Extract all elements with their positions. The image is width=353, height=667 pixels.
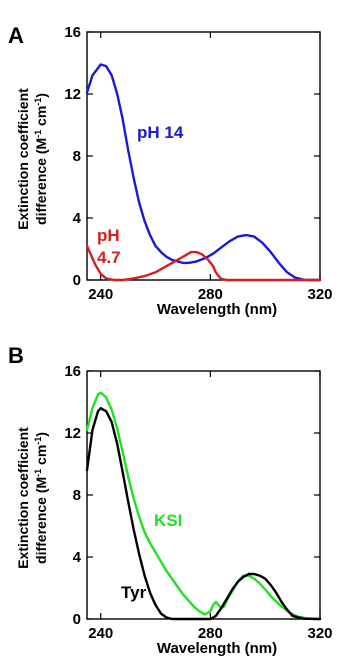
- panel-a-y-axis-title: Extinction coefficient difference (M-1 c…: [15, 88, 49, 230]
- panel-b-y-title-line2: difference (M-1 cm-1): [33, 432, 49, 564]
- series-label-ph47-line1: pH: [97, 226, 120, 245]
- panel-a-x-tick-label: 240: [88, 286, 113, 303]
- panel-b-y-tick-label: 8: [73, 487, 81, 504]
- panel-a: A 240 280 320 0 4 8 12 16 Wavelength (nm) Extin…: [8, 23, 333, 318]
- panel-b-x-tick-label: 240: [88, 625, 113, 642]
- panel-a-plot-frame: [86, 31, 321, 281]
- panel-b: B 240 280 320 0 4 8 12 16 Wavelength (nm) Extin…: [8, 343, 333, 657]
- panel-b-series-line-ksi: [85, 391, 322, 621]
- panel-b-ticks: 240 280 320 0 4 8 12 16: [64, 363, 332, 642]
- series-label-ph14: pH 14: [137, 123, 184, 142]
- series-label-ksi: KSI: [154, 511, 182, 530]
- panel-b-y-tick-label: 4: [73, 549, 82, 566]
- panel-b-x-tick-label: 280: [198, 625, 223, 642]
- panel-a-x-axis-title: Wavelength (nm): [157, 301, 277, 318]
- series-label-ph47-line2: 4.7: [97, 248, 121, 267]
- panel-a-y-tick-label: 12: [64, 86, 81, 103]
- panel-b-y-tick-label: 0: [73, 611, 81, 628]
- panel-a-y-tick-label: 4: [73, 210, 82, 227]
- panel-b-series-line-tyr: [85, 407, 322, 621]
- panel-b-x-tick-label: 320: [307, 625, 332, 642]
- panel-b-y-axis-title: Extinction coefficient difference (M-1 c…: [15, 427, 49, 569]
- series-label-tyr: Tyr: [121, 583, 147, 602]
- panel-b-series: [85, 391, 322, 621]
- panel-b-x-axis-title: Wavelength (nm): [157, 640, 277, 657]
- panel-a-series: [85, 63, 322, 282]
- panel-b-y-tick-label: 16: [64, 363, 81, 380]
- panel-a-y-title-line1: Extinction coefficient: [15, 88, 31, 230]
- panel-a-y-tick-label: 16: [64, 24, 81, 41]
- panel-a-y-title-line2: difference (M-1 cm-1): [33, 93, 49, 225]
- panel-a-x-tick-label: 280: [198, 286, 223, 303]
- panel-b-letter: B: [8, 343, 24, 368]
- panel-a-y-tick-label: 0: [73, 272, 81, 289]
- panel-b-plot-frame: [86, 370, 321, 620]
- panel-a-x-tick-label: 320: [307, 286, 332, 303]
- panel-a-y-tick-label: 8: [73, 148, 81, 165]
- panel-b-y-title-line1: Extinction coefficient: [15, 427, 31, 569]
- panel-b-y-tick-label: 12: [64, 425, 81, 442]
- panel-a-series-line-ph-14: [85, 63, 322, 282]
- panel-a-letter: A: [8, 23, 24, 48]
- panel-a-series-line-ph-4-7: [85, 244, 322, 282]
